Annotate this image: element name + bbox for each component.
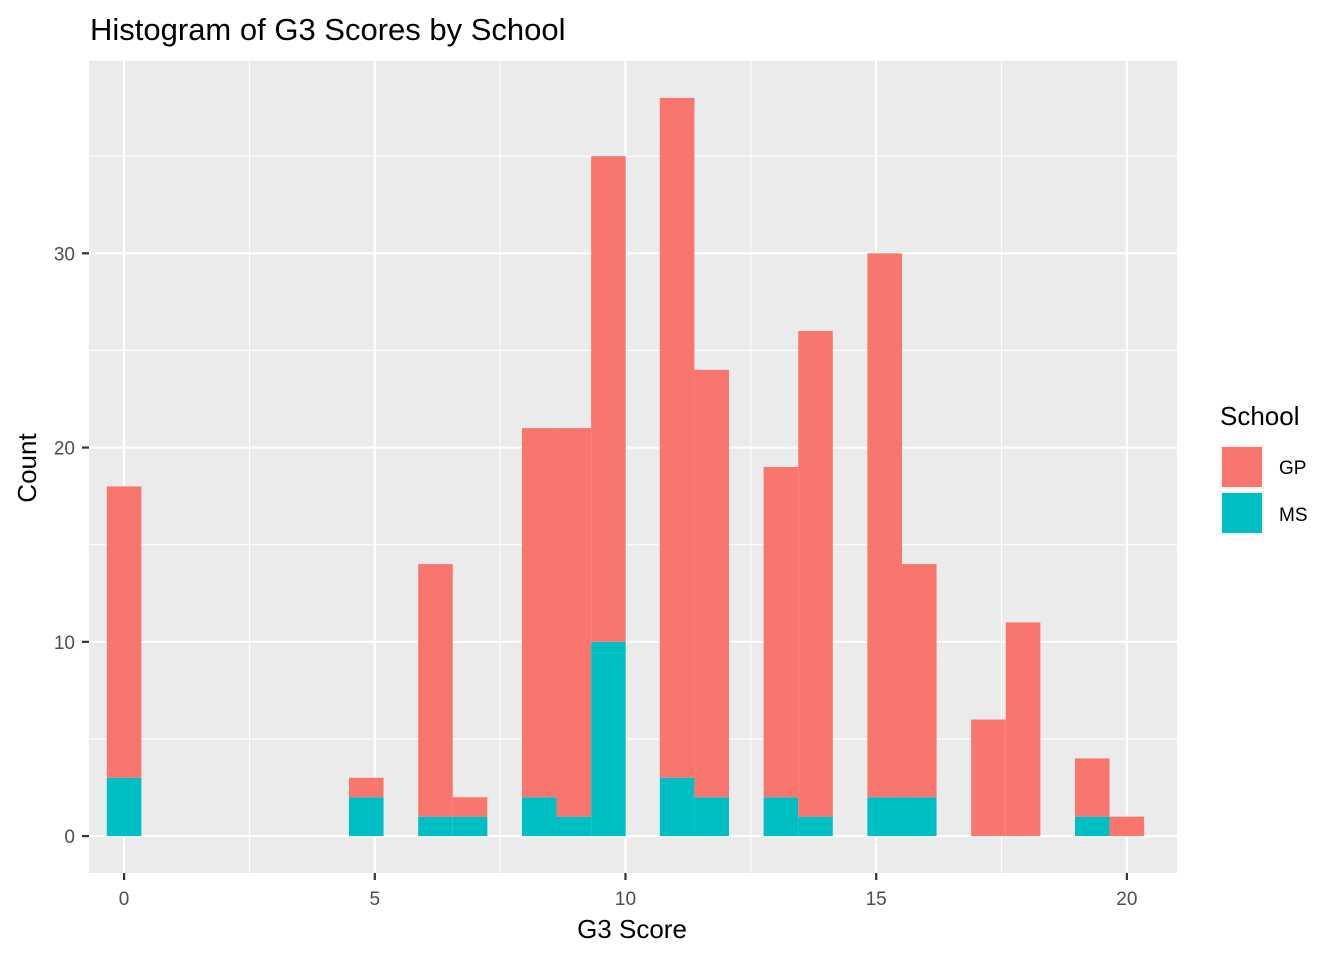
x-tick-label: 15 [866, 889, 887, 910]
bar-ms [521, 797, 557, 837]
bar-ms [418, 816, 453, 837]
bar-gp [348, 777, 384, 798]
y-tick-label: 30 [54, 244, 75, 265]
x-tick-label: 10 [615, 889, 636, 910]
bar-ms [452, 816, 488, 837]
bar-ms [348, 797, 384, 837]
y-axis-title: Count [12, 433, 42, 503]
legend-swatch-gp [1222, 447, 1262, 487]
histogram-bars [106, 97, 1145, 837]
legend-item-ms: MS [1220, 491, 1308, 535]
bar-ms [1074, 816, 1110, 837]
bar-gp [659, 97, 695, 778]
x-axis: 0 5 10 15 20 [119, 873, 1137, 910]
bar-ms [106, 777, 142, 837]
bar-gp [106, 486, 142, 778]
bar-ms [798, 816, 833, 837]
bar-gp [452, 797, 488, 817]
legend-swatch-ms [1222, 493, 1262, 533]
legend: School GP MS [1220, 401, 1308, 535]
bar-ms [556, 816, 592, 837]
bar-gp [1005, 622, 1041, 837]
bar-gp [694, 369, 730, 798]
bar-gp [556, 428, 592, 817]
x-axis-title: G3 Score [577, 914, 687, 944]
y-tick-label: 0 [64, 827, 75, 848]
bar-ms [694, 797, 730, 837]
y-tick-label: 10 [54, 633, 75, 654]
x-tick-label: 5 [369, 889, 380, 910]
bar-gp [418, 564, 453, 817]
bar-gp [798, 331, 833, 817]
bar-ms [763, 797, 799, 837]
minor-gridlines [89, 61, 1177, 873]
bar-gp [1109, 816, 1145, 837]
legend-item-gp: GP [1220, 445, 1306, 489]
bar-gp [1074, 758, 1110, 817]
legend-label-ms: MS [1279, 505, 1308, 526]
bar-gp [763, 467, 799, 798]
chart-title: Histogram of G3 Scores by School [90, 12, 566, 47]
legend-label-gp: GP [1279, 458, 1306, 479]
bar-gp [591, 156, 626, 642]
bar-gp [867, 253, 902, 798]
y-tick-label: 20 [54, 439, 75, 460]
bar-ms [901, 797, 937, 837]
x-tick-label: 20 [1116, 889, 1137, 910]
bar-gp [971, 719, 1006, 837]
y-axis: 0 10 20 30 [54, 244, 89, 848]
bar-ms [867, 797, 902, 837]
bar-ms [659, 777, 695, 837]
x-tick-label: 0 [119, 889, 130, 910]
bar-ms [591, 641, 626, 837]
bar-gp [901, 564, 937, 798]
legend-title: School [1220, 401, 1300, 431]
bar-gp [521, 428, 557, 798]
